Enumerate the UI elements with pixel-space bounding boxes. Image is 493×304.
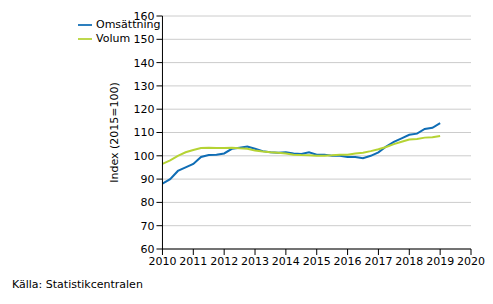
svg-text:120: 120 (133, 103, 154, 116)
svg-text:70: 70 (140, 220, 154, 233)
svg-text:2018: 2018 (395, 255, 423, 268)
svg-text:Index (2015=100): Index (2015=100) (108, 82, 121, 183)
svg-text:2012: 2012 (210, 255, 238, 268)
svg-text:2017: 2017 (364, 255, 392, 268)
svg-text:2011: 2011 (179, 255, 207, 268)
svg-text:100: 100 (133, 150, 154, 163)
svg-text:150: 150 (133, 33, 154, 46)
svg-text:160: 160 (133, 10, 154, 23)
svg-text:2013: 2013 (241, 255, 269, 268)
svg-text:60: 60 (140, 243, 154, 256)
svg-text:140: 140 (133, 57, 154, 70)
svg-text:2015: 2015 (303, 255, 331, 268)
svg-text:80: 80 (140, 196, 154, 209)
svg-text:90: 90 (140, 173, 154, 186)
svg-text:2019: 2019 (426, 255, 454, 268)
svg-text:2020: 2020 (457, 255, 485, 268)
svg-text:2014: 2014 (272, 255, 300, 268)
svg-text:110: 110 (133, 126, 154, 139)
svg-text:2016: 2016 (334, 255, 362, 268)
svg-text:130: 130 (133, 80, 154, 93)
svg-text:2010: 2010 (148, 255, 176, 268)
